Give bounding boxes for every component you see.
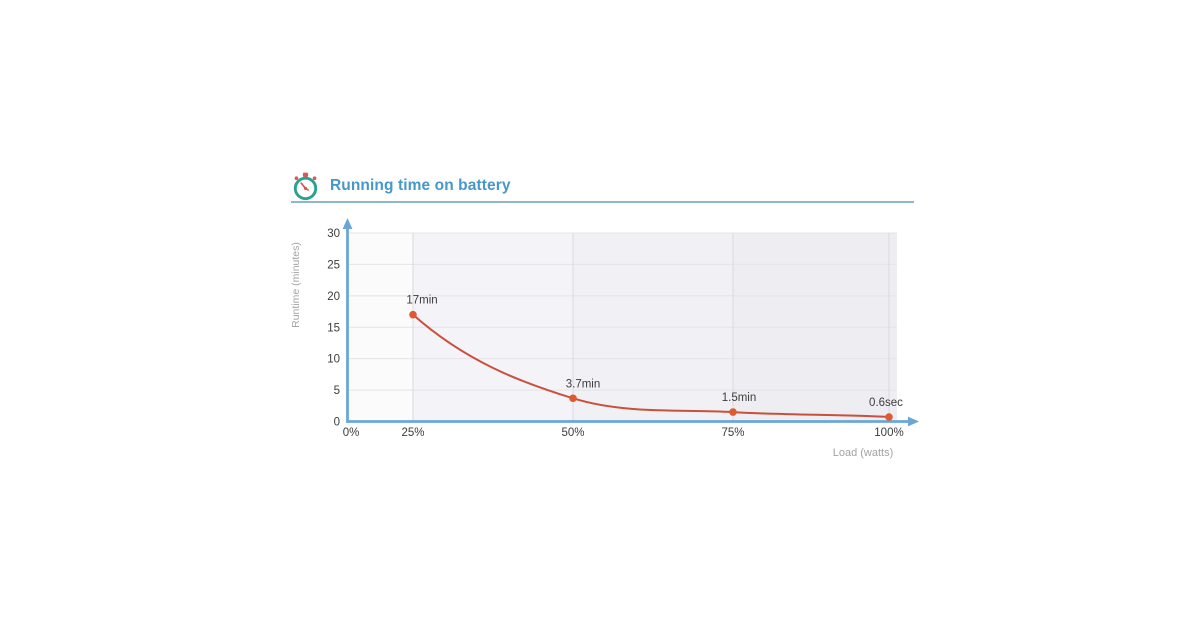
data-point-label: 1.5min — [722, 392, 757, 404]
data-point-marker — [409, 310, 417, 319]
data-point-marker — [729, 408, 737, 416]
chart-header: Running time on battery — [291, 170, 915, 204]
y-tick-label: 10 — [327, 354, 340, 366]
x-tick-label: 0% — [343, 427, 360, 439]
stopwatch-icon — [293, 172, 318, 201]
y-tick-label: 20 — [327, 291, 340, 303]
y-tick-label: 5 — [334, 385, 340, 397]
data-point-marker — [569, 394, 577, 403]
runtime-curve — [412, 313, 890, 418]
title-divider — [291, 201, 914, 203]
page-title: Running time on battery — [330, 177, 511, 194]
x-tick-label: 25% — [401, 427, 424, 439]
data-point-label: 0.6sec — [869, 397, 903, 409]
data-point-label: 3.7min — [566, 378, 601, 390]
y-tick-label: 0 — [334, 417, 340, 429]
y-tick-label: 25 — [327, 259, 340, 271]
data-point-marker — [885, 413, 893, 421]
x-axis-title: Load (watts) — [833, 447, 894, 459]
x-axis-arrowhead-icon — [908, 416, 919, 427]
x-tick-label: 50% — [561, 427, 584, 439]
y-tick-label: 15 — [327, 322, 340, 334]
x-tick-label: 100% — [874, 427, 903, 439]
y-axis-title: Runtime (minutes) — [290, 242, 302, 328]
y-axis-arrowhead-icon — [342, 218, 353, 229]
y-tick-label: 30 — [327, 228, 340, 240]
data-point-label: 17min — [406, 295, 437, 307]
x-tick-label: 75% — [721, 427, 744, 439]
